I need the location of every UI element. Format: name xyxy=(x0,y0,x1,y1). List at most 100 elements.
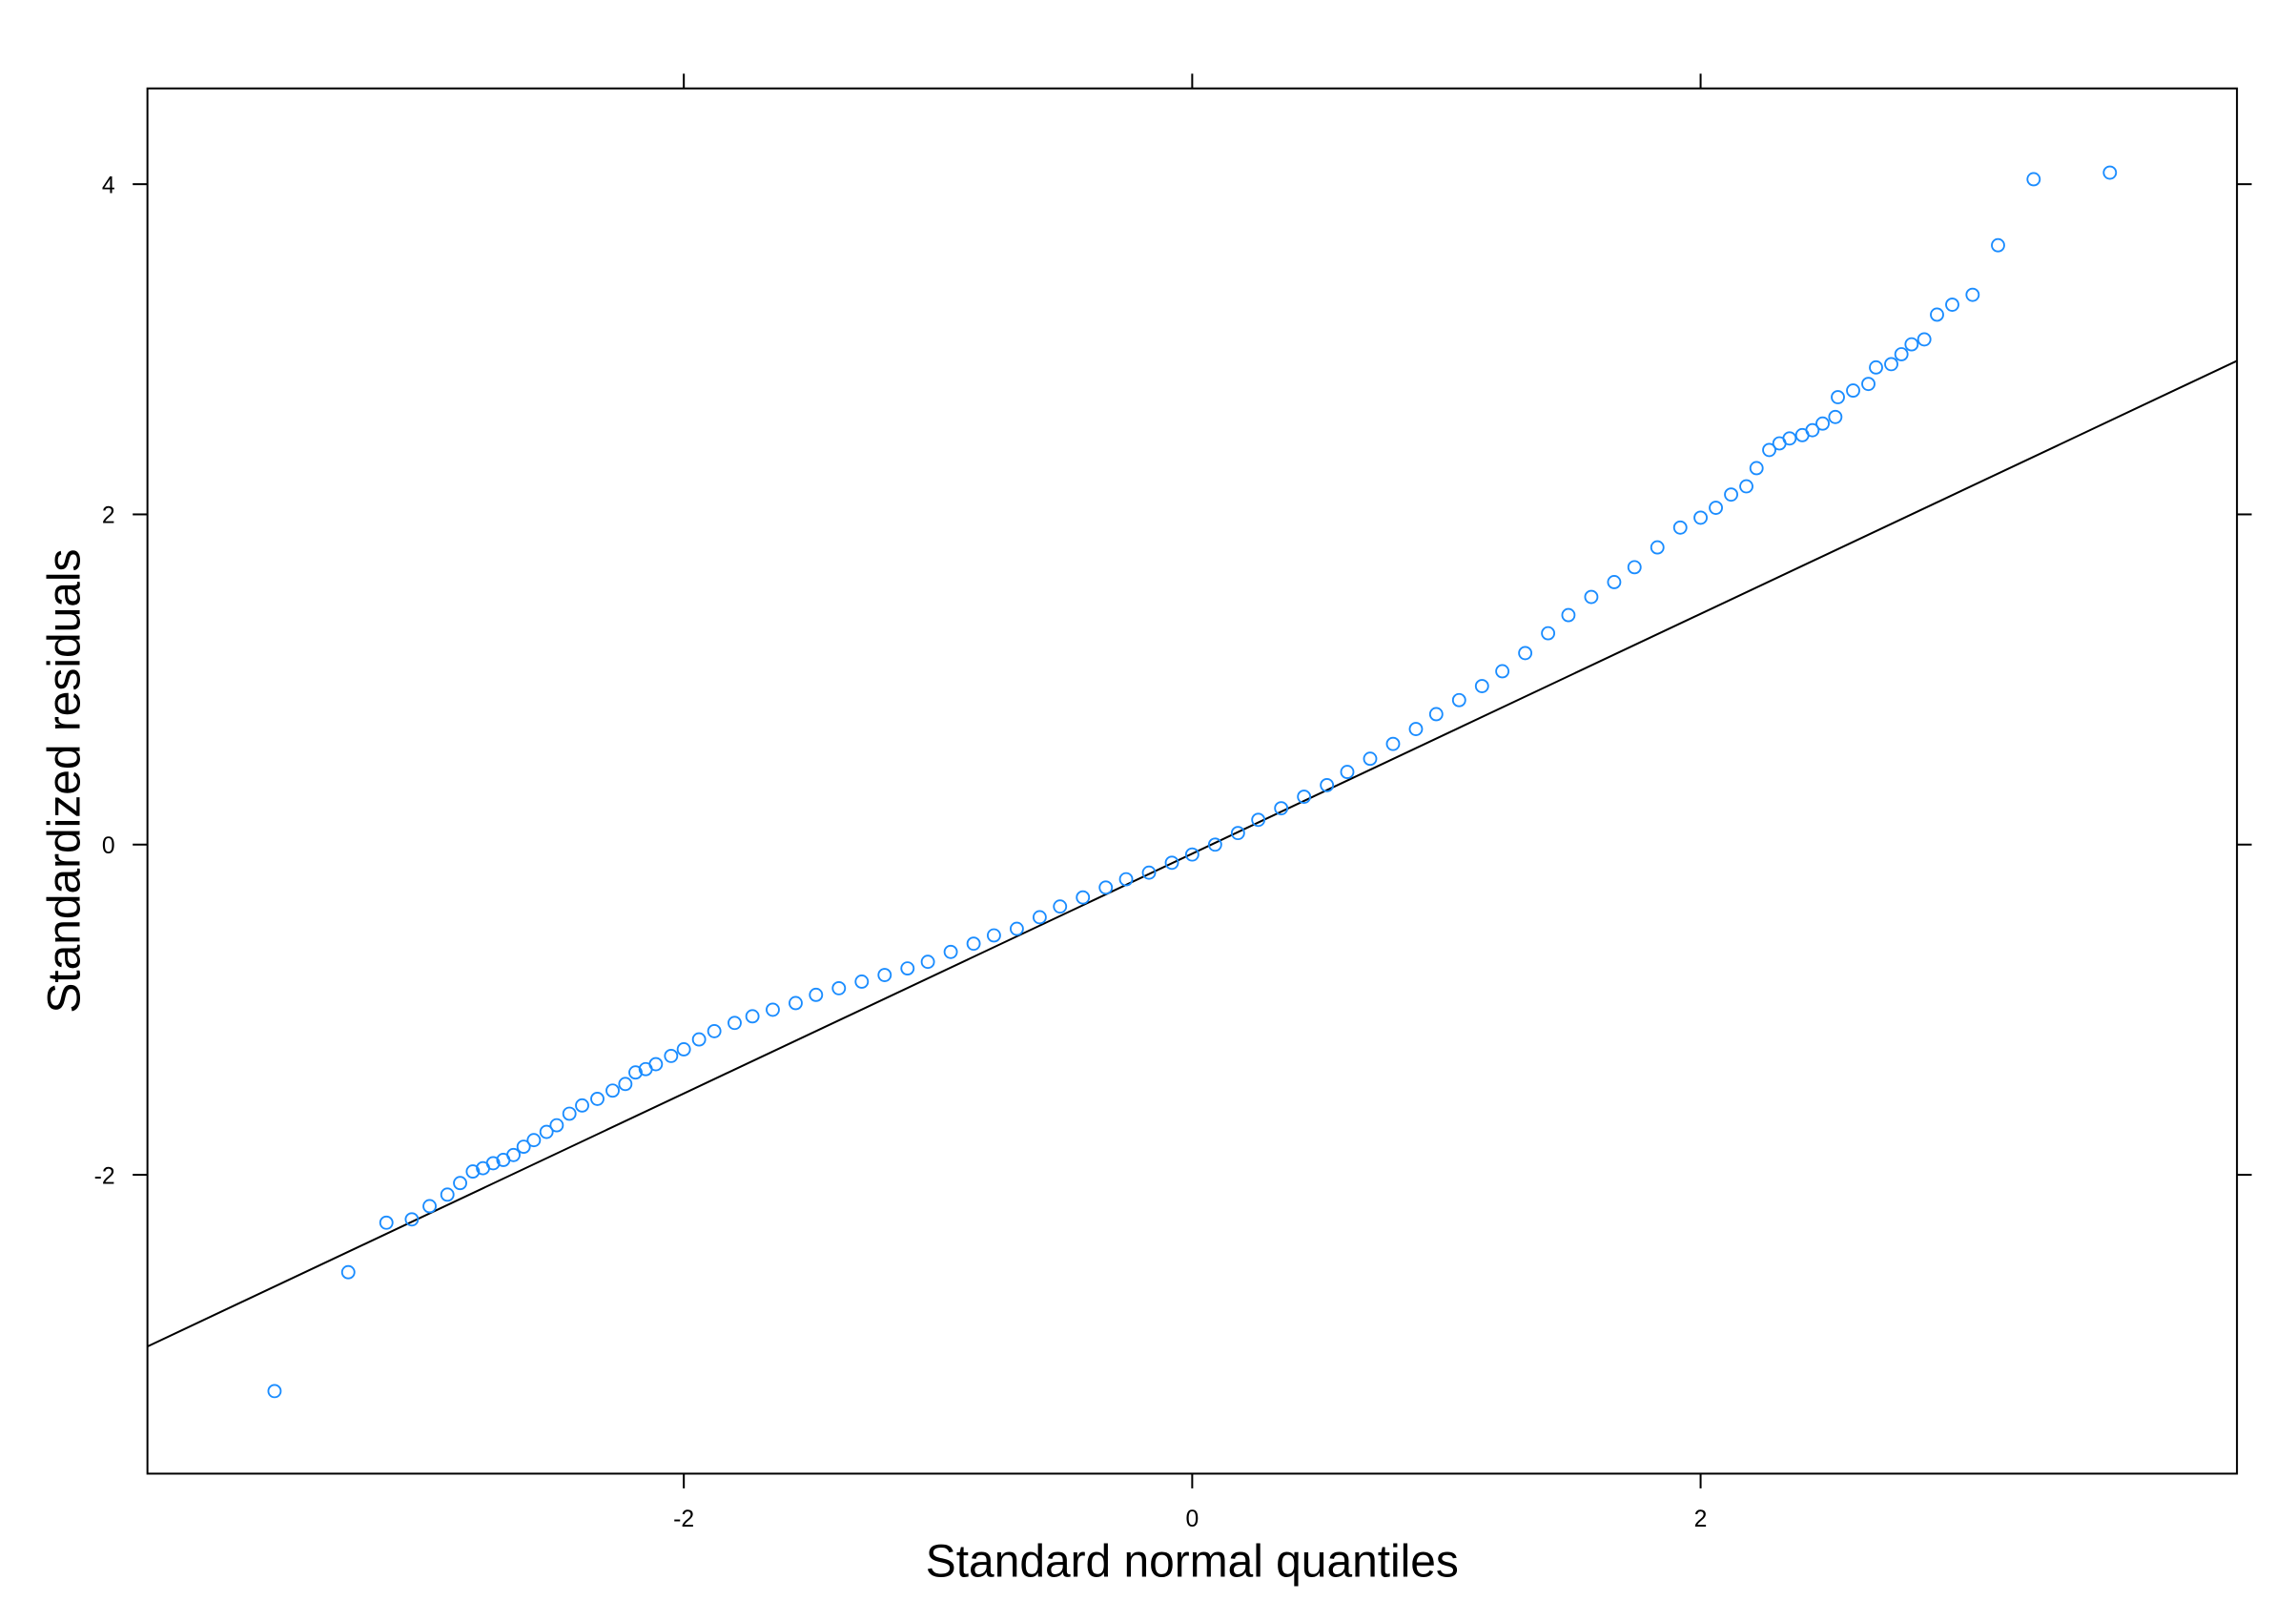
data-point xyxy=(1650,540,1665,555)
data-point xyxy=(676,1042,691,1057)
data-point xyxy=(745,1009,760,1024)
data-point xyxy=(1541,626,1556,641)
data-point xyxy=(728,1016,742,1031)
data-point xyxy=(422,1199,437,1214)
data-point xyxy=(1815,416,1830,431)
data-point xyxy=(1584,589,1599,605)
data-point xyxy=(943,944,958,959)
data-point xyxy=(440,1187,455,1202)
data-point xyxy=(1749,461,1764,476)
data-point xyxy=(618,1077,633,1092)
data-point xyxy=(1207,837,1222,852)
data-point xyxy=(1739,479,1753,494)
data-point xyxy=(1428,707,1444,722)
data-point xyxy=(1340,765,1355,779)
data-point xyxy=(1495,664,1510,679)
data-point xyxy=(1991,237,2005,253)
data-point xyxy=(854,975,870,989)
data-point xyxy=(809,987,824,1002)
data-point xyxy=(340,1264,356,1280)
y-tick-label: 0 xyxy=(102,833,115,859)
data-point xyxy=(1709,501,1723,515)
data-point xyxy=(465,1164,481,1180)
data-point xyxy=(379,1215,394,1230)
data-point xyxy=(549,1118,564,1133)
data-point xyxy=(1297,790,1312,804)
data-point xyxy=(1607,575,1622,589)
data-point xyxy=(789,995,803,1011)
y-tick-label: 4 xyxy=(102,173,115,198)
data-point xyxy=(1474,679,1489,693)
data-point xyxy=(1098,880,1114,895)
data-point xyxy=(1945,298,1959,312)
data-point xyxy=(1904,337,1919,352)
data-point xyxy=(691,1032,707,1047)
data-point xyxy=(1320,778,1335,792)
data-point xyxy=(1917,332,1932,347)
data-point xyxy=(1385,736,1401,751)
data-point xyxy=(575,1098,589,1113)
y-tick-label: 2 xyxy=(102,503,115,529)
data-point xyxy=(1363,751,1378,767)
data-point xyxy=(1693,510,1708,525)
data-point xyxy=(562,1106,577,1121)
data-point xyxy=(1884,357,1898,372)
data-point xyxy=(1032,910,1047,925)
data-point xyxy=(877,968,892,982)
data-point xyxy=(707,1023,722,1038)
y-tick-label: -2 xyxy=(94,1163,115,1189)
y-axis-title: Standardized residuals xyxy=(40,548,91,1013)
data-point xyxy=(1118,872,1134,887)
data-point xyxy=(766,1002,780,1017)
data-point xyxy=(1672,520,1688,535)
data-point xyxy=(1861,377,1876,392)
data-point xyxy=(1009,921,1024,936)
x-tick-label: -2 xyxy=(673,1507,694,1532)
data-point xyxy=(1451,692,1466,708)
data-point xyxy=(1141,865,1157,880)
data-point xyxy=(920,954,935,970)
data-point xyxy=(1164,855,1179,871)
data-point xyxy=(1831,390,1845,404)
x-axis-title: Standard normal quantiles xyxy=(926,1537,1459,1588)
reference-line xyxy=(147,359,2238,1348)
data-point xyxy=(1930,307,1944,322)
data-point xyxy=(986,928,1001,943)
data-point xyxy=(1274,801,1289,816)
data-point xyxy=(1518,646,1533,661)
plot-frame xyxy=(146,87,2239,1475)
data-point xyxy=(404,1212,420,1227)
data-point xyxy=(966,936,981,952)
data-point xyxy=(1561,607,1576,623)
data-point xyxy=(664,1048,679,1063)
data-point xyxy=(1408,722,1424,736)
data-point xyxy=(1846,383,1860,399)
data-point xyxy=(1627,560,1642,575)
data-point xyxy=(1251,812,1266,828)
data-point xyxy=(1230,826,1245,841)
data-point xyxy=(1782,431,1797,446)
x-tick-label: 0 xyxy=(1185,1507,1199,1532)
data-point xyxy=(590,1091,605,1106)
data-point xyxy=(605,1083,620,1098)
data-point xyxy=(1724,487,1738,503)
data-point xyxy=(1869,359,1883,375)
data-point xyxy=(506,1147,521,1162)
data-point xyxy=(453,1176,467,1191)
data-point xyxy=(628,1065,643,1080)
data-point xyxy=(2026,172,2041,187)
data-point xyxy=(1828,409,1843,424)
data-point xyxy=(485,1156,501,1171)
data-point xyxy=(1762,442,1776,458)
data-point xyxy=(900,961,915,976)
data-point xyxy=(1805,422,1820,438)
data-point xyxy=(526,1133,542,1148)
data-point xyxy=(1076,890,1091,905)
data-point xyxy=(1053,899,1068,914)
data-point xyxy=(831,980,847,995)
data-point xyxy=(516,1139,531,1155)
data-point xyxy=(539,1124,554,1139)
x-tick-label: 2 xyxy=(1694,1507,1708,1532)
